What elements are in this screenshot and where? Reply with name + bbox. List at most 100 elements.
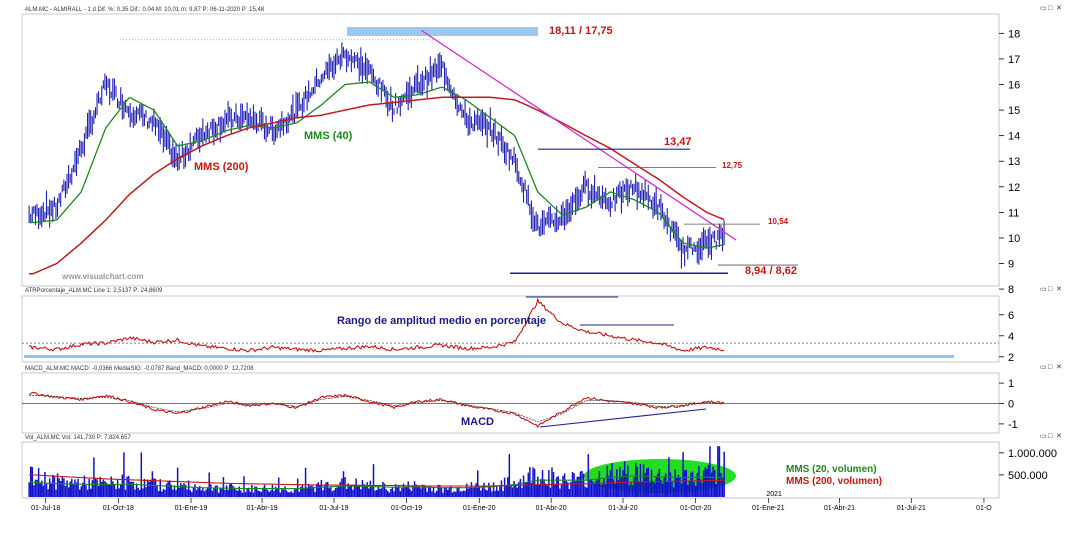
- volume-bar: [267, 490, 269, 497]
- volume-bar: [539, 484, 541, 497]
- volume-bar: [659, 469, 661, 497]
- volume-bar: [370, 481, 372, 497]
- volume-bar: [646, 468, 648, 497]
- volume-bar: [389, 493, 391, 497]
- volume-bar: [401, 488, 403, 497]
- volume-bar: [163, 489, 165, 497]
- x-tick-label: 01-Abr-21: [824, 505, 855, 512]
- volume-bar: [357, 485, 359, 497]
- panel-window-button[interactable]: ✕: [1056, 364, 1062, 371]
- volume-bar: [215, 485, 217, 497]
- volume-bar: [104, 481, 106, 497]
- volume-bar: [169, 480, 171, 497]
- volume-bar: [452, 492, 454, 497]
- volume-bar: [523, 475, 525, 497]
- panel-window-button[interactable]: □: [1048, 5, 1053, 12]
- volume-bar: [453, 491, 455, 497]
- volume-bar: [58, 478, 60, 497]
- volume-bar: [253, 493, 255, 497]
- volume-bar: [390, 489, 392, 497]
- volume-bar: [321, 480, 323, 497]
- panel-window-button[interactable]: ✕: [1056, 5, 1062, 12]
- volume-bar: [445, 487, 447, 497]
- volume-bar: [90, 489, 92, 497]
- volume-bar: [346, 489, 348, 497]
- volume-bar: [84, 476, 86, 497]
- volume-bar: [270, 490, 272, 497]
- volume-bar: [148, 482, 150, 497]
- x-tick-label: 01-Ene-21: [752, 505, 785, 512]
- volume-bar: [65, 486, 67, 497]
- volume-bar: [607, 466, 609, 497]
- volume-bar: [43, 486, 45, 497]
- volume-bar: [161, 491, 163, 497]
- volume-bar: [520, 479, 522, 497]
- panel-window-button[interactable]: ▭: [1040, 433, 1047, 440]
- volume-bar: [671, 482, 673, 497]
- volume-bar: [627, 465, 629, 497]
- volume-bar: [243, 476, 245, 497]
- volume-bar: [292, 493, 294, 497]
- volume-bar: [638, 482, 640, 497]
- panel-window-button[interactable]: ✕: [1056, 286, 1062, 293]
- volume-bar: [142, 488, 144, 497]
- volume-bar: [302, 484, 304, 497]
- volume-bar: [412, 487, 414, 497]
- volume-bar: [333, 490, 335, 497]
- volume-bar: [698, 466, 700, 497]
- volume-bar: [325, 482, 327, 497]
- vol-mms200-label: MMS (200, volumen): [786, 476, 882, 487]
- volume-bar: [248, 488, 250, 497]
- panel-window-button[interactable]: □: [1048, 286, 1053, 293]
- panel-window-button[interactable]: □: [1048, 433, 1053, 440]
- volume-bar: [359, 486, 361, 497]
- volume-bar: [550, 488, 552, 497]
- panel-window-button[interactable]: ▭: [1040, 364, 1047, 371]
- volume-bar: [692, 472, 694, 497]
- volume-bar: [674, 469, 676, 497]
- volume-bar: [109, 485, 111, 497]
- volume-bar: [112, 481, 114, 497]
- volume-bar: [597, 479, 599, 497]
- volume-bar: [47, 489, 49, 497]
- volume-ytick-label: 1.000.000: [1008, 448, 1057, 460]
- volume-bar: [496, 485, 498, 497]
- volume-bar: [213, 488, 215, 497]
- volume-bar: [573, 473, 575, 497]
- x-tick-label: 01-Jul-18: [31, 505, 60, 512]
- volume-bar: [602, 484, 604, 497]
- volume-bar: [261, 492, 263, 497]
- volume-bar: [139, 490, 141, 497]
- volume-bar: [472, 488, 474, 497]
- volume-bar: [204, 491, 206, 497]
- volume-bar: [95, 478, 97, 497]
- volume-bar: [330, 487, 332, 497]
- volume-bar: [289, 492, 291, 497]
- volume-bar: [118, 488, 120, 497]
- volume-bar: [643, 464, 645, 497]
- volume-bar: [264, 485, 266, 497]
- volume-bar: [663, 478, 665, 497]
- volume-bar: [144, 479, 146, 497]
- volume-bar: [368, 488, 370, 497]
- volume-bar: [442, 493, 444, 497]
- volume-bar: [63, 478, 65, 497]
- volume-bar: [441, 488, 443, 497]
- volume-bar: [145, 487, 147, 497]
- volume-bar: [265, 488, 267, 497]
- panel-window-button[interactable]: ▭: [1040, 5, 1047, 12]
- volume-bar: [286, 490, 288, 497]
- volume-bar: [160, 479, 162, 497]
- volume-bar: [534, 469, 536, 497]
- panel-window-button[interactable]: □: [1048, 364, 1053, 371]
- panel-window-button[interactable]: ▭: [1040, 286, 1047, 293]
- volume-bar: [88, 479, 90, 497]
- volume-bar: [485, 489, 487, 497]
- year-label: 2021: [766, 491, 782, 498]
- volume-bar: [690, 473, 692, 497]
- volume-bar: [706, 469, 708, 497]
- volume-bar: [532, 467, 534, 497]
- volume-bar: [87, 490, 89, 497]
- panel-window-button[interactable]: ✕: [1056, 433, 1062, 440]
- volume-bar: [336, 487, 338, 497]
